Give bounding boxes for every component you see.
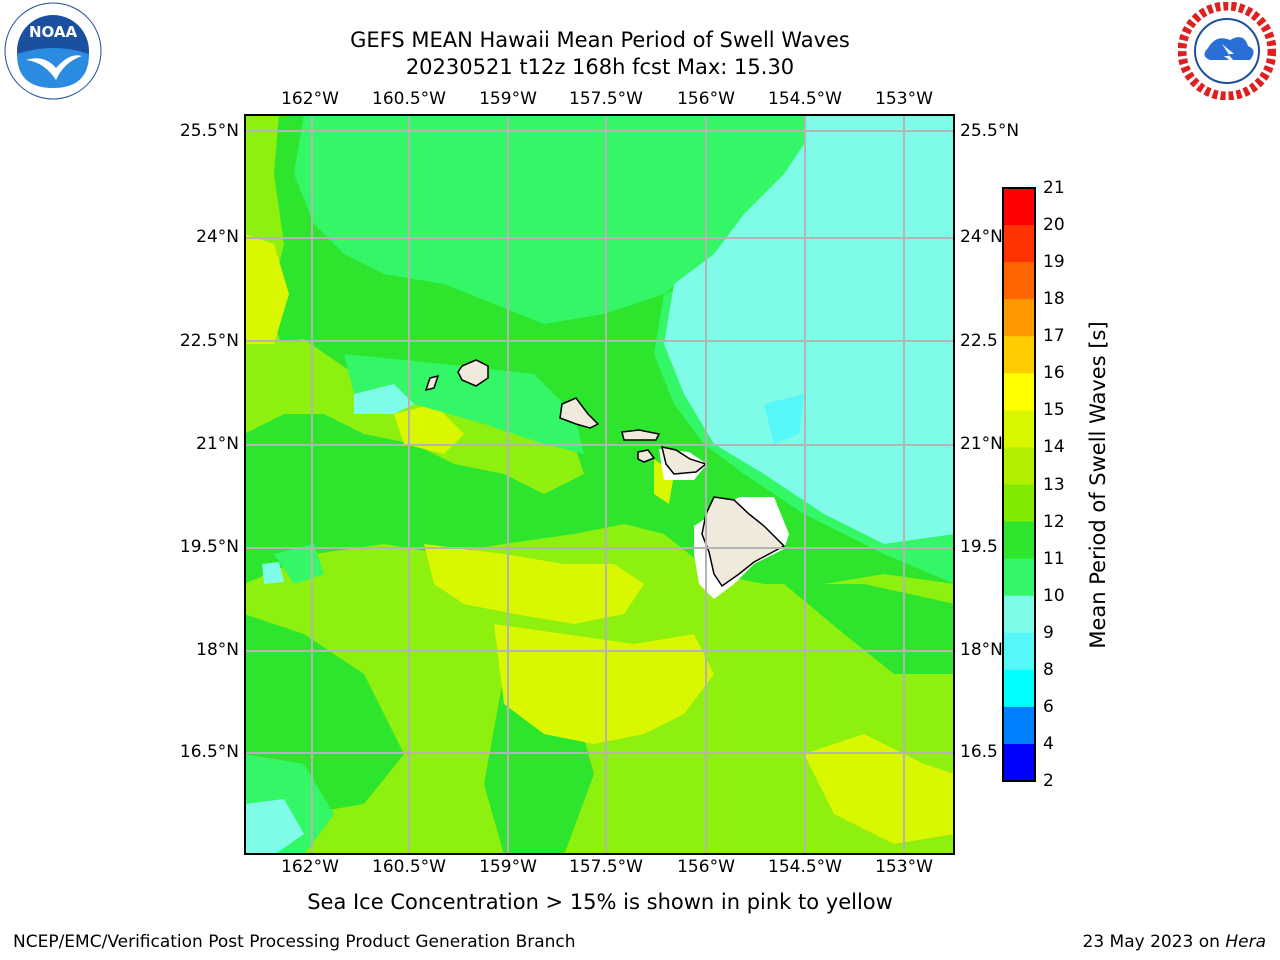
field-14-d [804,734,955,844]
colorbar-swatch [1003,595,1035,634]
lat-label-right: 24°N [960,227,1003,247]
chart-title: GEFS MEAN Hawaii Mean Period of Swell Wa… [350,28,850,52]
lon-label-bottom: 160.5°W [372,857,446,877]
lat-label-right: 19.5 [960,537,998,557]
swell-period-map [244,114,955,855]
lat-label-left: 22.5°N [179,331,239,351]
noaa-logo: NOAA [4,2,102,100]
lat-label-right: 25.5°N [960,121,1020,141]
lon-label-bottom: 157.5°W [569,857,643,877]
lat-label-left: 18°N [196,640,239,660]
sea-ice-caption-text: Sea Ice Concentration > 15% is shown in … [307,890,893,914]
colorbar-tick-label: 18 [1043,289,1065,310]
colorbar-swatch [1003,299,1035,337]
colorbar-swatch [1003,484,1035,523]
colorbar-tick-label: 10 [1043,585,1065,606]
colorbar-tick-label: 4 [1043,733,1054,754]
lon-label-bottom: 162°W [281,857,339,877]
colorbar-swatch [1003,188,1035,226]
oahu [559,397,600,429]
colorbar-swatch [1003,558,1035,597]
colorbar-swatch [1003,262,1035,300]
kauai [457,359,489,387]
lon-label-bottom: 153°W [875,857,933,877]
lon-label-bottom: 156°W [677,857,735,877]
graticule [244,114,955,855]
colorbar-title: Mean Period of Swell Waves [s] [1086,321,1110,649]
field-11-mid [344,354,584,454]
lat-label-left: 21°N [196,434,239,454]
lon-label-top: 159°W [479,89,537,109]
map-frame [244,114,955,855]
colorbar-swatch [1003,336,1035,374]
footer-date: 23 May 2023 on Hera [1083,932,1267,952]
lon-label-bottom: 159°W [479,857,537,877]
colorbar-tick-label: 12 [1043,511,1065,532]
colorbar-swatch [1003,225,1035,263]
molokai [621,429,661,441]
footer-date-text: 23 May 2023 on [1082,932,1226,952]
colorbar-tick-label: 9 [1043,622,1054,643]
nws-logo [1177,1,1277,101]
lat-label-left: 24°N [196,227,239,247]
colorbar-swatch [1003,373,1035,411]
lon-label-top: 162°W [281,89,339,109]
colorbar-tick-label: 6 [1043,696,1054,717]
lat-label-right: 16.5 [960,742,998,762]
colorbar-swatch [1003,410,1035,448]
lat-label-right: 21°N [960,434,1003,454]
field-14-c [494,624,714,744]
colorbar-tick-label: 20 [1043,215,1065,236]
lat-label-left: 25.5°N [179,121,239,141]
colorbar-tick-label: 11 [1043,548,1065,569]
colorbar-tick-label: 21 [1043,178,1065,198]
chart-subtitle: 20230521 t12z 168h fcst Max: 15.30 [405,55,795,79]
lanai [637,449,656,463]
field-10-w [262,562,284,584]
footer-host: Hera [1225,932,1266,952]
sea-ice-caption: Sea Ice Concentration > 15% is shown in … [0,890,1280,914]
colorbar-swatch [1003,447,1035,485]
lat-label-left: 19.5°N [179,537,239,557]
lat-label-left: 16.5°N [179,742,239,762]
niihau [424,374,440,392]
field-10-sw [244,799,304,855]
maui [660,446,708,475]
footer-producer: NCEP/EMC/Verification Post Processing Pr… [13,932,576,952]
field-10-nw-blob [354,384,414,414]
lon-label-top: 156°W [677,89,735,109]
colorbar-swatch [1003,632,1035,671]
lon-label-bottom: 154.5°W [768,857,842,877]
colorbar-tick-label: 14 [1043,437,1065,458]
lon-label-top: 160.5°W [372,89,446,109]
colorbar-tick-label: 2 [1043,771,1054,791]
colorbar-tick-label: 17 [1043,326,1065,347]
big-island [701,496,786,588]
colorbar-swatch [1003,669,1035,708]
field-14-e [394,404,464,454]
lon-label-top: 154.5°W [768,89,842,109]
colorbar-tick-label: 19 [1043,252,1065,273]
lon-label-top: 157.5°W [569,89,643,109]
colorbar-swatch [1003,743,1035,782]
colorbar-swatch [1003,521,1035,560]
svg-text:NOAA: NOAA [29,23,78,41]
field-14-a [244,234,289,344]
colorbar-tick-label: 8 [1043,659,1054,680]
lon-label-top: 153°W [875,89,933,109]
field-10-northeast [664,114,955,544]
colorbar-tick-label: 13 [1043,474,1065,495]
colorbar-tick-label: 16 [1043,363,1065,384]
field-14-b [424,544,644,624]
lat-label-right: 18°N [960,640,1003,660]
colorbar-swatch [1003,706,1035,745]
field-10-inner [764,394,804,444]
colorbar-tick-label: 15 [1043,400,1065,421]
lat-label-right: 22.5 [960,331,998,351]
colorbar [1002,187,1036,782]
